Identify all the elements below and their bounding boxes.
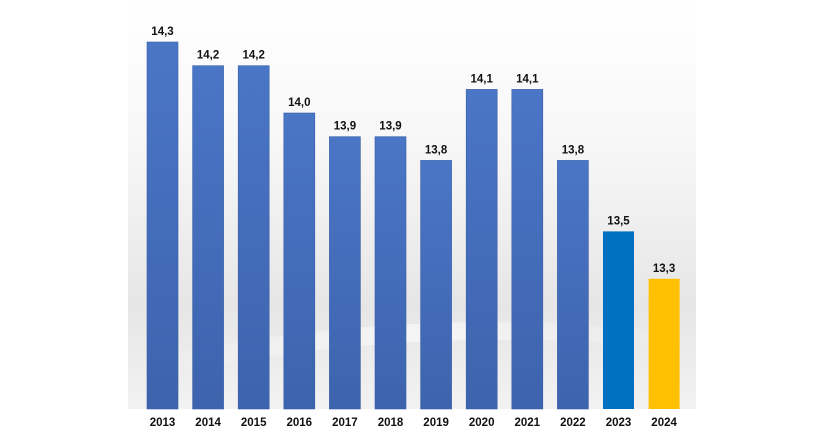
x-tick-label-2017: 2017: [332, 417, 358, 429]
value-label-2014: 14,2: [197, 50, 219, 62]
x-tick-label-2015: 2015: [241, 417, 267, 429]
bar-2017: [329, 136, 361, 410]
value-label-2022: 13,8: [562, 144, 585, 156]
bar-2023: [603, 231, 634, 409]
bar-2020: [465, 89, 498, 410]
value-labels-group: 14,3 14,2 14,2 14,0 13,9 13,9 13,8 14,1 14,1 13,8…: [151, 26, 675, 275]
bars-group: [146, 41, 680, 410]
bar-2018: [374, 136, 407, 410]
background-sheen: [140, 322, 690, 378]
bar-2021: [511, 89, 544, 410]
bar-2013: [146, 41, 179, 410]
x-tick-label-2014: 2014: [195, 417, 221, 429]
bar-2024: [648, 278, 680, 409]
value-label-2019: 13,8: [425, 144, 448, 156]
x-tick-label-2013: 2013: [150, 417, 176, 429]
value-label-2016: 14,0: [288, 97, 310, 109]
value-label-2024: 13,3: [653, 263, 675, 275]
x-tick-label-2019: 2019: [423, 417, 449, 429]
value-label-2020: 14,1: [471, 73, 494, 85]
bar-2019: [420, 160, 452, 410]
bar-2014: [192, 65, 224, 410]
x-tick-label-2024: 2024: [651, 417, 677, 429]
value-label-2023: 13,5: [607, 215, 630, 227]
value-label-2013: 14,3: [151, 26, 173, 38]
value-label-2015: 14,2: [243, 50, 265, 62]
value-label-2021: 14,1: [516, 73, 539, 85]
x-tick-label-2016: 2016: [287, 417, 313, 429]
value-label-2018: 13,9: [379, 121, 401, 133]
bar-2016: [283, 112, 316, 410]
bar-2022: [557, 160, 589, 410]
value-label-2017: 13,9: [334, 121, 356, 133]
bar-2015: [237, 65, 270, 410]
x-tick-label-2020: 2020: [469, 417, 495, 429]
x-tick-label-2022: 2022: [560, 417, 586, 429]
x-tick-label-2021: 2021: [515, 417, 541, 429]
x-tick-label-2023: 2023: [606, 417, 632, 429]
x-tick-label-2018: 2018: [378, 417, 404, 429]
x-axis-labels-group: 2013 2014 2015 2016 2017 2018 2019 2020 2021 2022…: [150, 417, 678, 429]
